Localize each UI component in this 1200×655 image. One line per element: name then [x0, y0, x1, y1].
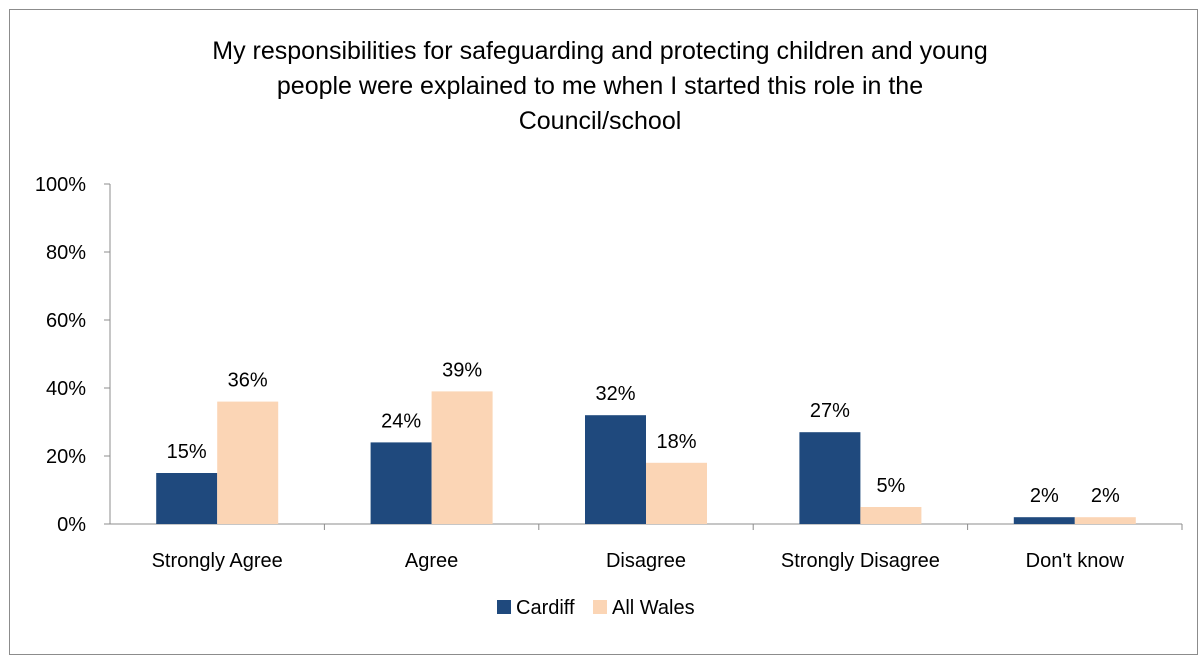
x-category-label: Strongly Agree	[152, 550, 283, 572]
data-label: 36%	[228, 370, 268, 392]
x-category-label: Disagree	[606, 550, 686, 572]
bar-all-wales	[431, 391, 493, 524]
bar-all-wales	[860, 507, 922, 524]
bar-cardiff	[156, 473, 218, 524]
x-category-label: Strongly Disagree	[781, 550, 940, 572]
bar-cardiff	[1013, 517, 1075, 524]
bar-all-wales	[646, 462, 707, 524]
data-label: 2%	[1030, 485, 1059, 507]
y-tick-label: 80%	[46, 242, 86, 264]
data-label: 2%	[1091, 485, 1120, 507]
data-label: 18%	[656, 431, 696, 453]
legend-swatch-cardiff	[497, 600, 511, 614]
data-label: 24%	[381, 410, 421, 432]
chart-title-line-3: Council/school	[518, 107, 682, 135]
data-label: 5%	[876, 475, 905, 497]
legend-swatch-all-wales	[593, 600, 607, 614]
y-tick-label: 0%	[57, 514, 86, 536]
chart-frame	[9, 9, 1198, 655]
data-label: 32%	[595, 383, 635, 405]
y-tick-label: 100%	[35, 174, 86, 196]
data-label: 15%	[167, 441, 207, 463]
legend-label-all-wales: All Wales	[612, 597, 695, 619]
chart-title: My responsibilities for safeguarding and…	[0, 34, 1200, 139]
bar-cardiff	[799, 432, 861, 524]
chart-title-line-2: people were explained to me when I start…	[276, 72, 924, 100]
y-tick-label: 20%	[46, 446, 86, 468]
y-tick-label: 60%	[46, 310, 86, 332]
x-category-label: Don't know	[1026, 550, 1125, 572]
bar-cardiff	[585, 415, 646, 524]
x-category-label: Agree	[405, 550, 458, 572]
y-tick-label: 40%	[46, 378, 86, 400]
bar-cardiff	[370, 442, 432, 524]
data-label: 39%	[442, 359, 482, 381]
chart-title-line-1: My responsibilities for safeguarding and…	[212, 37, 988, 65]
legend-label-cardiff: Cardiff	[516, 597, 575, 619]
data-label: 27%	[810, 400, 850, 422]
bar-all-wales	[217, 401, 279, 524]
bar-all-wales	[1074, 517, 1136, 524]
